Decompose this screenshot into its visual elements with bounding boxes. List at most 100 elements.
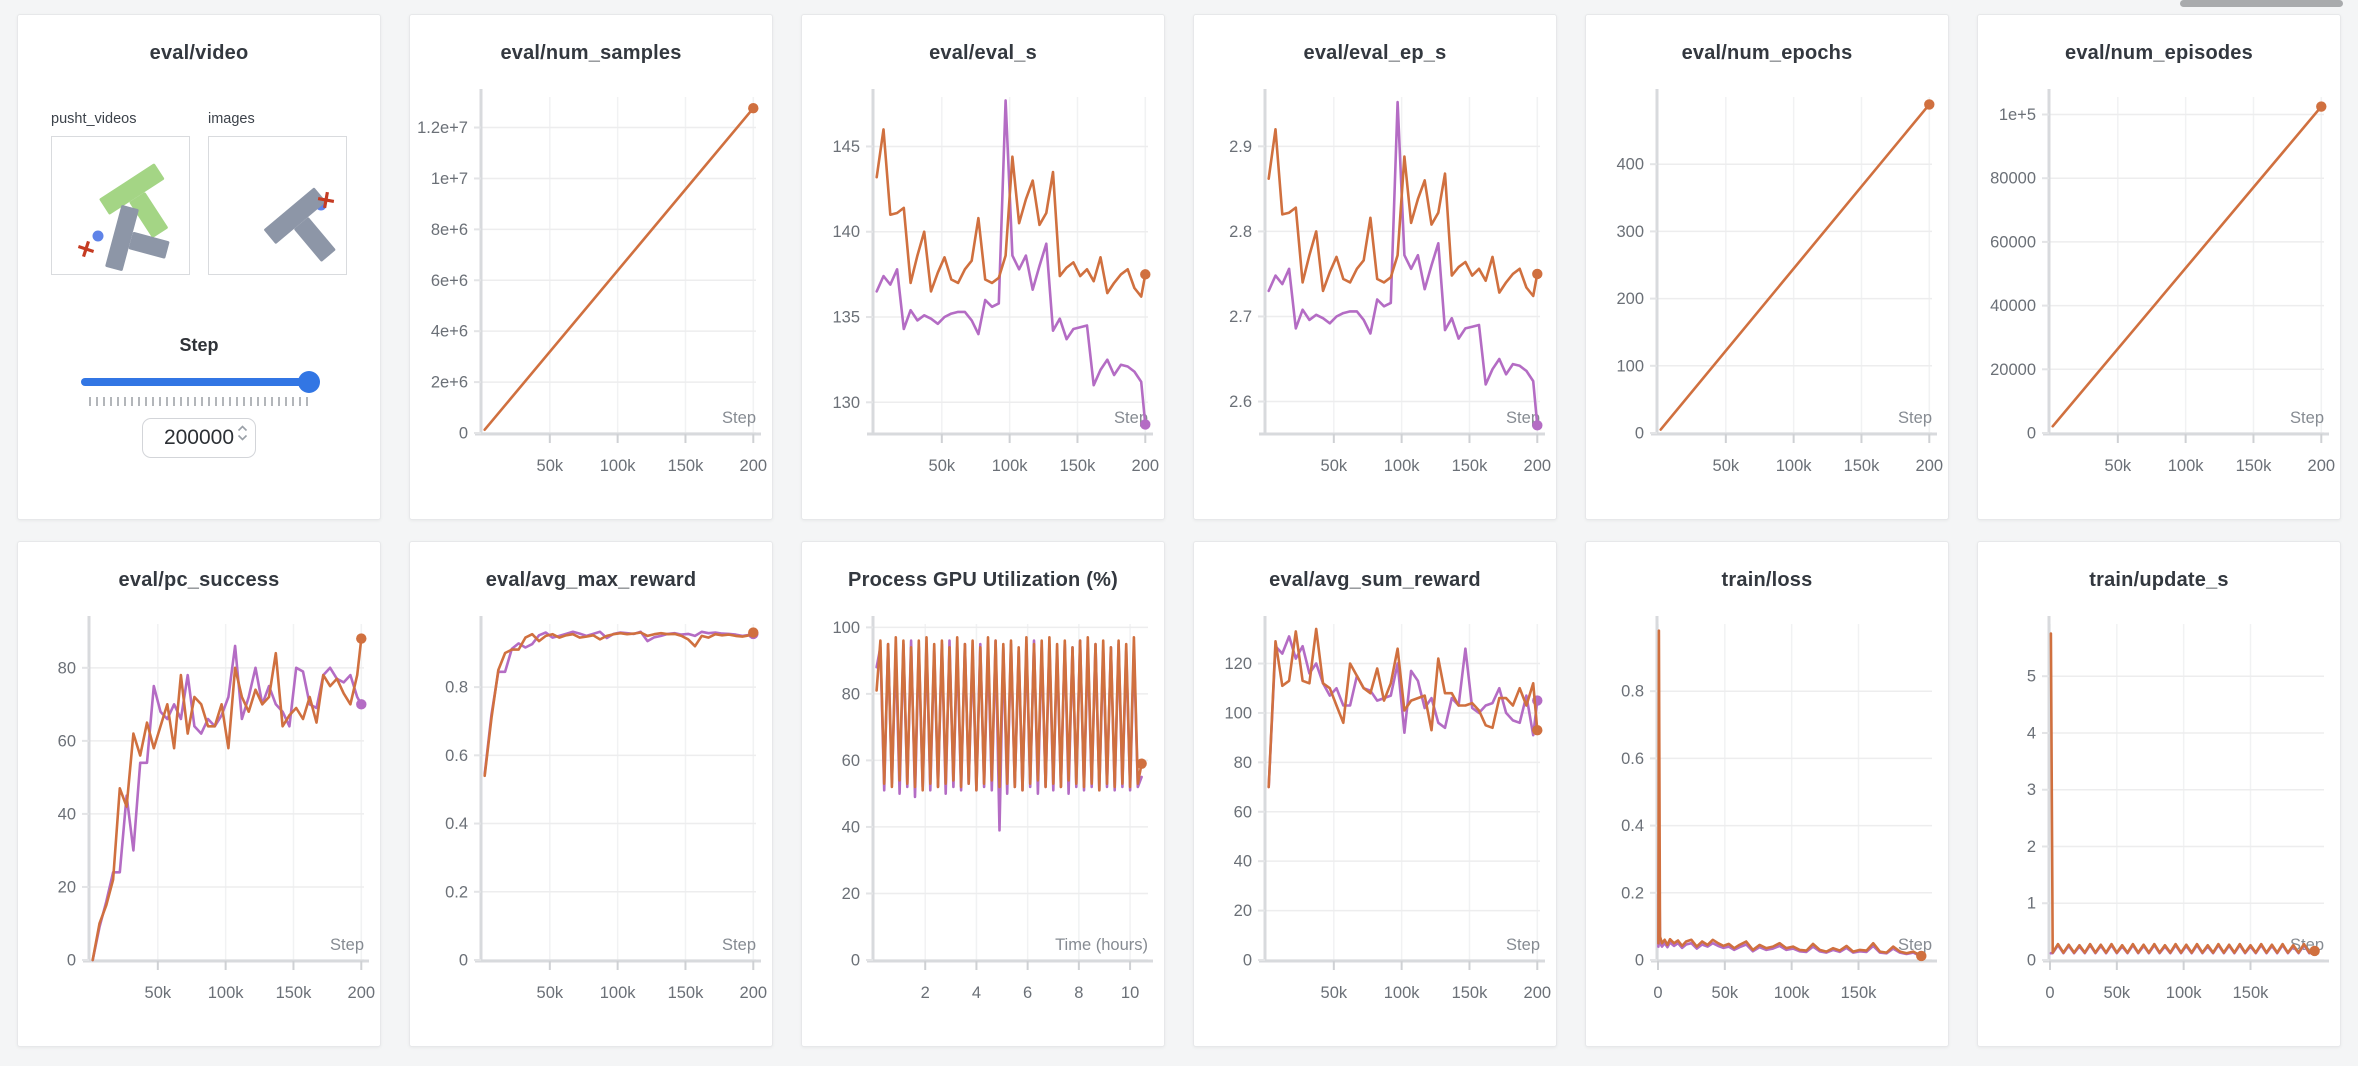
chart-title: eval/eval_ep_s: [1303, 42, 1447, 64]
svg-text:Step: Step: [1898, 936, 1932, 954]
svg-text:Step: Step: [1506, 409, 1540, 427]
slider-thumb[interactable]: [298, 371, 320, 393]
chart-title: eval/avg_max_reward: [485, 569, 697, 591]
chart-title: eval/pc_success: [118, 569, 280, 591]
svg-text:50k: 50k: [1712, 984, 1739, 1002]
goal-cross-icon: [77, 240, 95, 258]
svg-text:150k: 150k: [276, 984, 313, 1002]
svg-text:20: 20: [842, 885, 860, 903]
svg-text:100k: 100k: [1774, 984, 1811, 1002]
svg-text:400: 400: [1616, 156, 1644, 174]
step-slider[interactable]: [81, 371, 320, 393]
line-chart-avg-max-reward[interactable]: 50k 100k 150k 200 0 0.2 0.4 0.6 0.8 Step: [410, 608, 773, 1044]
svg-text:200: 200: [740, 457, 768, 475]
svg-text:60: 60: [1234, 803, 1252, 821]
svg-text:60000: 60000: [1990, 233, 2036, 251]
svg-text:0: 0: [459, 425, 468, 443]
chevron-down-icon[interactable]: [237, 434, 248, 441]
svg-text:20000: 20000: [1990, 361, 2036, 379]
svg-text:6: 6: [1023, 984, 1032, 1002]
svg-text:150k: 150k: [1452, 457, 1489, 475]
media-label: pusht_videos: [51, 111, 137, 127]
svg-text:100k: 100k: [2166, 984, 2203, 1002]
svg-text:0.8: 0.8: [1621, 683, 1644, 701]
svg-text:40000: 40000: [1990, 297, 2036, 315]
panel-eval-num-epochs: eval/num_epochs 50k 100k 150k 200 0 100 200 300…: [1585, 14, 1949, 520]
svg-text:40: 40: [58, 805, 76, 823]
svg-text:50k: 50k: [2104, 984, 2131, 1002]
step-input[interactable]: [158, 425, 240, 451]
svg-text:200: 200: [1524, 457, 1552, 475]
slider-tick-ruler: [89, 397, 309, 406]
svg-text:6e+6: 6e+6: [431, 272, 468, 290]
svg-text:2e+6: 2e+6: [431, 374, 468, 392]
slider-track[interactable]: [81, 378, 317, 386]
svg-text:0.6: 0.6: [1621, 750, 1644, 768]
goal-cross-icon: [317, 191, 335, 209]
svg-text:Step: Step: [722, 409, 756, 427]
svg-text:0: 0: [1653, 984, 1662, 1002]
line-chart-train-loss[interactable]: 0 50k 100k 150k 0 0.2 0.4 0.6 0.8 Step: [1586, 608, 1949, 1044]
step-slider-label: Step: [179, 335, 219, 355]
svg-text:0.2: 0.2: [445, 883, 468, 901]
svg-text:Step: Step: [1506, 936, 1540, 954]
panel-grid: eval/video pusht_videos: [17, 14, 2341, 1047]
svg-text:0.2: 0.2: [1621, 884, 1644, 902]
svg-text:60: 60: [842, 752, 860, 770]
svg-text:3: 3: [2027, 781, 2036, 799]
line-chart-avg-sum-reward[interactable]: 50k 100k 150k 200 0 20 40 60 80 100 120 Step: [1194, 608, 1557, 1044]
svg-text:150k: 150k: [1844, 457, 1881, 475]
chevron-up-icon[interactable]: [237, 425, 248, 432]
svg-text:150k: 150k: [2236, 457, 2273, 475]
svg-text:200: 200: [348, 984, 376, 1002]
stepper-buttons: [237, 425, 248, 441]
panel-eval-num-episodes: eval/num_episodes 50k 100k 150k 200 0 20000 40…: [1977, 14, 2341, 520]
svg-text:150k: 150k: [1452, 984, 1489, 1002]
svg-text:1e+7: 1e+7: [431, 170, 468, 188]
panel-eval-num-samples: eval/num_samples 50k 100k 150k 200 0 2e+6 4e+6…: [409, 14, 773, 520]
line-chart-eval-s[interactable]: 50k 100k 150k 200 130 135 140 145 Step: [802, 81, 1165, 517]
svg-text:200: 200: [2308, 457, 2336, 475]
chart-title: train/update_s: [2089, 569, 2229, 591]
svg-text:0: 0: [2027, 425, 2036, 443]
svg-text:80: 80: [1234, 754, 1252, 772]
media-item-images: images: [208, 111, 347, 275]
svg-text:2.8: 2.8: [1229, 223, 1252, 241]
svg-text:150k: 150k: [2233, 984, 2270, 1002]
svg-text:50k: 50k: [929, 457, 956, 475]
chart-title: eval/num_episodes: [2065, 42, 2253, 64]
chart-title: eval/avg_sum_reward: [1269, 569, 1481, 591]
line-chart-num-samples[interactable]: 50k 100k 150k 200 0 2e+6 4e+6 6e+6 8e+6 1e+7 1.2e+…: [410, 81, 773, 517]
line-chart-eval-ep-s[interactable]: 50k 100k 150k 200 2.6 2.7 2.8 2.9 Step: [1194, 81, 1557, 517]
horizontal-scrollbar[interactable]: [2180, 0, 2343, 7]
line-chart-num-epochs[interactable]: 50k 100k 150k 200 0 100 200 300 400 Step: [1586, 81, 1949, 517]
svg-text:200: 200: [1616, 290, 1644, 308]
svg-text:120: 120: [1224, 655, 1252, 673]
chart-title: Process GPU Utilization (%): [848, 569, 1118, 591]
line-chart-num-episodes[interactable]: 50k 100k 150k 200 0 20000 40000 60000 80000 1e+5 S…: [1978, 81, 2341, 517]
svg-text:50k: 50k: [1321, 984, 1348, 1002]
svg-text:140: 140: [832, 223, 860, 241]
chart-title: eval/num_epochs: [1681, 42, 1853, 64]
pusht-image-icon: [264, 187, 336, 262]
chart-title: eval/eval_s: [929, 42, 1037, 64]
svg-text:100: 100: [1224, 704, 1252, 722]
svg-text:300: 300: [1616, 223, 1644, 241]
chart-title: eval/num_samples: [500, 42, 682, 64]
svg-text:20: 20: [58, 878, 76, 896]
images-thumbnail[interactable]: [208, 136, 347, 275]
panel-eval-pc-success: eval/pc_success 50k 100k 150k 200 0 20 40 60 80 S…: [17, 541, 381, 1047]
pusht-video-thumbnail[interactable]: [51, 136, 190, 275]
svg-text:40: 40: [842, 818, 860, 836]
chart-title: train/loss: [1721, 569, 1813, 591]
line-chart-pc-success[interactable]: 50k 100k 150k 200 0 20 40 60 80 Step: [18, 608, 381, 1044]
media-row: pusht_videos: [51, 111, 380, 275]
svg-text:2.6: 2.6: [1229, 393, 1252, 411]
svg-text:Step: Step: [2290, 409, 2324, 427]
svg-text:0: 0: [1635, 952, 1644, 970]
svg-text:0: 0: [851, 952, 860, 970]
svg-text:100k: 100k: [600, 984, 637, 1002]
svg-text:150k: 150k: [1841, 984, 1878, 1002]
